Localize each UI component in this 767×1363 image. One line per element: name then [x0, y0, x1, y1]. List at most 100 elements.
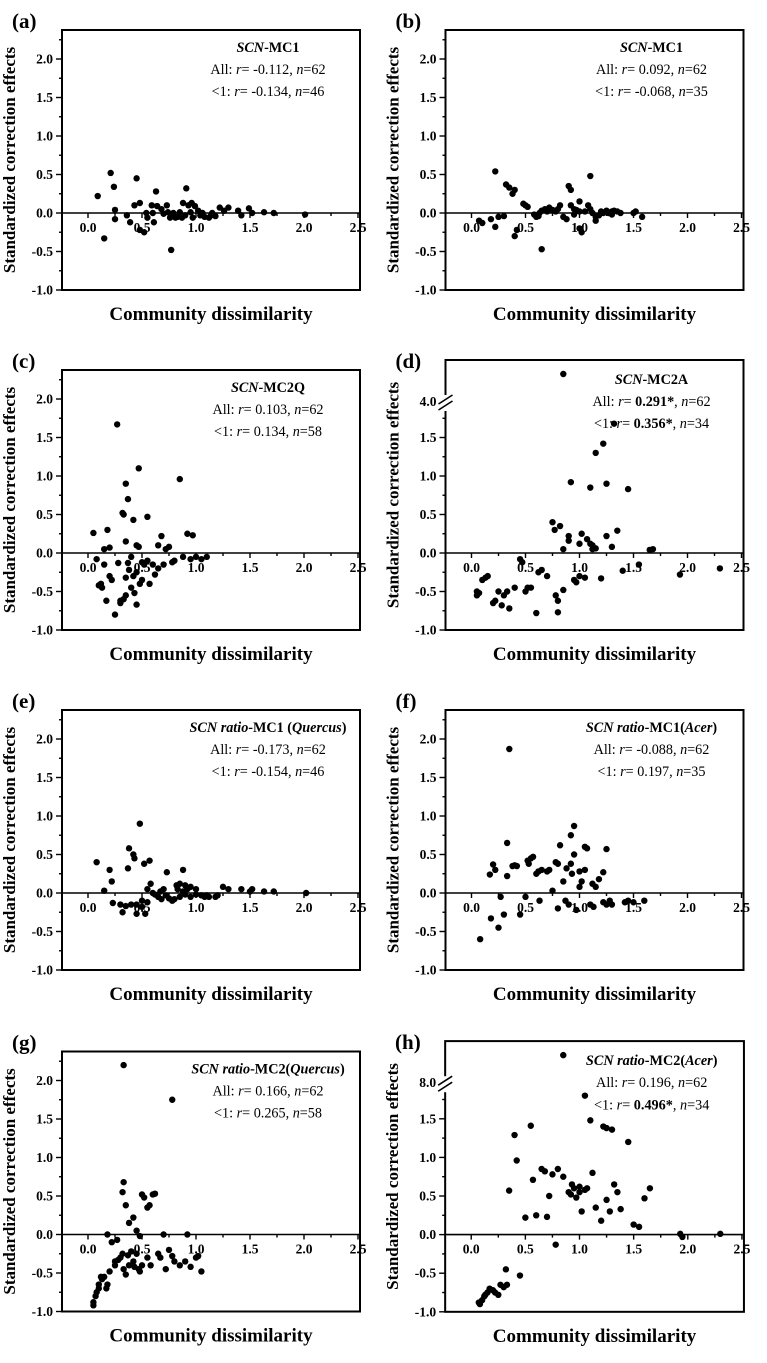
- stats-comma: ,: [288, 84, 295, 100]
- stats-n-value: =62: [685, 62, 707, 78]
- data-point: [513, 1157, 520, 1164]
- x-tick-label: 0.0: [80, 220, 97, 235]
- data-point: [113, 1236, 121, 1244]
- data-point: [576, 572, 583, 580]
- data-point: [567, 186, 575, 194]
- stats-n-symbol: n: [678, 62, 685, 78]
- data-point: [614, 527, 621, 534]
- data-point: [176, 1262, 183, 1269]
- title-segment: -MC2(: [645, 1053, 686, 1069]
- scatter-plot-g: 2.01.51.00.50.0-0.5-1.00.0 0.5 1.0 1.5 2.0 2.…: [0, 1031, 367, 1347]
- title-italic-segment: SCN ratio: [586, 720, 645, 736]
- x-axis-label: Community dissimilarity: [109, 644, 313, 665]
- stats-r-symbol: r: [236, 62, 242, 78]
- data-point: [182, 891, 189, 898]
- y-axis-ticks: [56, 1060, 62, 1313]
- stats-n-symbol: n: [294, 402, 301, 418]
- data-point: [101, 235, 108, 242]
- data-point: [176, 880, 183, 887]
- stats-n-value: =46: [302, 84, 324, 100]
- plot-box: [444, 29, 745, 291]
- x-tick-label: 2.5: [733, 1242, 750, 1257]
- stats-line-lt1: <1: r= -0.134, n=46: [212, 84, 325, 100]
- data-point: [94, 192, 101, 200]
- data-point: [133, 1250, 140, 1257]
- data-point: [136, 1232, 144, 1240]
- data-point: [167, 246, 175, 254]
- data-point: [260, 888, 268, 895]
- stats-line-lt1: <1: r= -0.068, n=35: [595, 84, 708, 100]
- data-point: [554, 597, 562, 604]
- y-tick-label: 0.0: [36, 546, 53, 561]
- stats-r-value: 0.166: [255, 1084, 287, 1100]
- data-point: [576, 1183, 583, 1190]
- plot-box: [444, 359, 745, 631]
- y-tick-label: -0.5: [415, 924, 437, 939]
- data-point: [511, 1131, 518, 1139]
- data-point: [492, 597, 499, 604]
- data-point: [519, 559, 526, 566]
- stats-n-symbol: n: [678, 1075, 685, 1091]
- stats-comma: ,: [286, 424, 293, 440]
- data-point: [646, 1185, 654, 1192]
- data-point: [511, 584, 518, 591]
- data-point: [120, 511, 127, 518]
- stats-comma: ,: [287, 1084, 294, 1100]
- panel-letter: (c): [12, 349, 35, 373]
- stats-r-symbol: r: [618, 394, 624, 410]
- x-tick-label: 2.0: [679, 560, 696, 575]
- stats-r-symbol: r: [234, 764, 240, 780]
- title-italic-segment: Quercus: [290, 1062, 340, 1078]
- data-point: [498, 602, 505, 609]
- panel-title: SCN ratio-MC1(Acer): [586, 720, 718, 736]
- stats-line-all: All: r= -0.088, n=62: [594, 742, 710, 758]
- stats-n-value: =62: [688, 394, 710, 410]
- scatter-plot-d: 1.51.00.50.0-0.5-1.00.0 0.5 1.0 1.5 2.0 2.54.…: [384, 349, 751, 665]
- data-point: [573, 906, 580, 914]
- y-tick-label: 0.0: [419, 1227, 436, 1242]
- data-point: [676, 571, 684, 578]
- data-point: [133, 569, 140, 576]
- data-point: [176, 475, 183, 483]
- stats-equals: =: [625, 742, 637, 758]
- data-point: [128, 584, 135, 591]
- stats-comma: ,: [671, 1075, 678, 1091]
- data-point: [581, 574, 589, 581]
- data-point: [270, 888, 277, 895]
- data-point: [130, 1258, 137, 1265]
- stats-n-symbol: n: [680, 1097, 687, 1113]
- stats-n-symbol: n: [295, 764, 302, 780]
- y-tick-label: -0.5: [32, 1266, 54, 1281]
- x-tick-label: 1.0: [188, 560, 205, 575]
- data-point: [635, 561, 643, 568]
- stats-equals: =: [622, 416, 634, 432]
- title-segment: -MC1(: [645, 720, 685, 736]
- y-axis-label: Standardized correction effects: [384, 381, 403, 608]
- data-point: [595, 875, 603, 883]
- data-point: [144, 899, 151, 906]
- y-axis-label: Standardized correction effects: [384, 46, 403, 273]
- stats-n-value: =62: [303, 62, 325, 78]
- data-point: [489, 861, 497, 868]
- data-point: [717, 1230, 724, 1238]
- x-axis-ticks: [87, 213, 359, 218]
- data-point: [503, 588, 511, 595]
- data-point: [142, 910, 149, 917]
- panel-b: 2.01.51.00.50.0-0.5-1.00.00.51.01.52.02.…: [383, 0, 767, 340]
- data-point: [589, 1169, 596, 1177]
- data-point: [104, 526, 111, 534]
- data-point: [529, 853, 537, 861]
- y-tick-label: 2.0: [36, 52, 53, 67]
- data-point: [187, 883, 194, 891]
- data-point: [624, 485, 632, 493]
- stats-prefix: All:: [596, 1075, 622, 1091]
- data-point: [128, 901, 135, 908]
- stats-n-symbol: n: [293, 1106, 300, 1122]
- x-tick-label: 0.0: [80, 900, 97, 915]
- data-point: [592, 449, 599, 457]
- data-point: [125, 845, 133, 852]
- data-point: [171, 895, 178, 903]
- stats-line-lt1: <1: r= 0.496*, n=34: [594, 1097, 709, 1113]
- data-point: [120, 1265, 127, 1273]
- data-point: [90, 1302, 97, 1309]
